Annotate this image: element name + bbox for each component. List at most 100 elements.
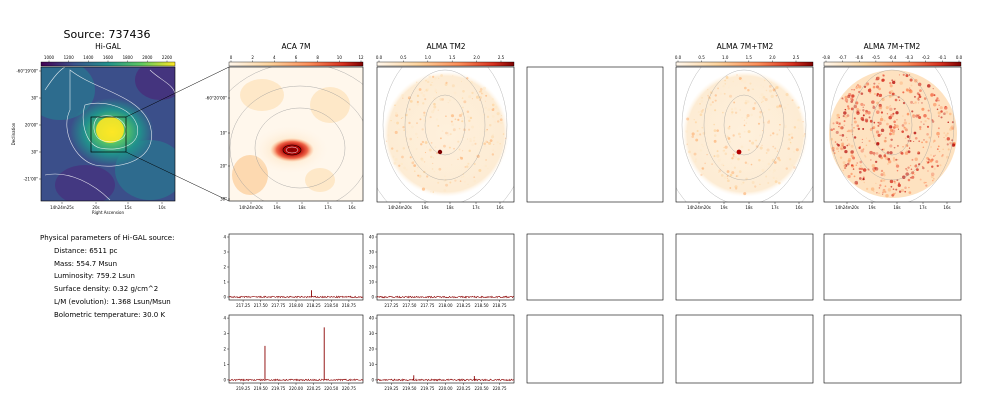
colorbar-tick-label: 1.5 [746,55,753,60]
colorbar-tick-label: 2000 [142,55,153,60]
alma-7m-tm2-title: ALMA 7M+TM2 [717,42,774,51]
colorbar-tick-label: -0.5 [872,55,880,60]
param-bolometric-temperature: Bolometric temperature: 30.0 K [54,310,166,319]
spectrum-panel: 0 10 20 30 40 217.25 217.50 217.75 218.00 218.25 2… [369,233,515,308]
x-tick-label: 220.50 [475,386,489,391]
colorbar-tick-label: -0.7 [839,55,847,60]
aca-y-ticks: -60°20'00" 10" 20" 30" [205,96,230,202]
x-tick-label: 219.50 [402,386,416,391]
aca-x-ticks: 14h24m20s 19s 18s 17s 16s [239,202,356,210]
higal-x-ticks: 14h24m25s 20s 15s 10s [50,202,166,210]
alma-7m-tm2-neg-x-ticks: 14h24m20s 19s 18s 17s 16s [835,202,951,210]
alma-7m-tm2-neg-colorbar-ticks: -0.8 -0.7 -0.6 -0.5 -0.4 -0.3 -0.2 -0.1 0.0 [822,55,963,62]
x-tick-label: 19s [720,205,727,210]
y-tick-label: 30" [31,150,38,155]
colorbar-tick-label: 0 [230,55,233,60]
higal-y-ticks: -60°19'00" 30" 20'00" 30" -21'00" [16,69,41,182]
empty-panel-r2-c4 [675,233,814,301]
x-tick-label: 218.25 [457,303,471,308]
y-tick-label: 0 [371,295,374,300]
higal-colorbar-ticks: 1000 1200 1400 1600 1800 2000 2200 [44,55,173,62]
colorbar-tick-label: 2.0 [769,55,776,60]
alma-tm2-panel: ALMA TM2 0.0 0.5 1.0 1.5 2.0 2.5 14h24m20s 19s… [376,42,515,210]
x-tick-label: 217.50 [402,303,416,308]
x-tick-label: 14h24m20s [835,205,859,210]
y-tick-label: 1 [223,362,226,367]
x-tick-label: 18s [745,205,752,210]
x-tick-label: 18s [446,205,453,210]
x-tick-label: 14h24m25s [50,205,74,210]
alma-tm2-x-ticks: 14h24m20s 19s 18s 17s 16s [388,202,504,210]
y-tick-label: 0 [223,295,226,300]
x-tick-label: 218.75 [493,303,507,308]
spectrum-panel: 0 10 20 30 40 219.25 219.50 219.75 220.00 220.25 2… [369,314,515,391]
x-tick-label: 218.25 [307,303,321,308]
y-tick-label: 30 [369,250,375,255]
x-tick-label: 18s [298,205,305,210]
alma-tm2-colorbar-ticks: 0.0 0.5 1.0 1.5 2.0 2.5 [376,55,505,62]
param-lm-ratio: L/M (evolution): 1.368 Lsun/Msun [54,297,171,306]
colorbar-tick-label: -0.6 [855,55,863,60]
aca-colorbar-ticks: 0 2 4 6 8 10 12 [230,55,364,62]
colorbar-tick-label: 10 [337,55,343,60]
colorbar-tick-label: 2200 [162,55,173,60]
colorbar-tick-label: 1.0 [722,55,729,60]
colorbar-tick-label: 4 [273,55,276,60]
x-tick-label: 218.75 [342,303,356,308]
spectrum-panel: 0 1 2 3 4 217.25 217.50 217.75 218.00 218.25 218.5… [223,233,364,308]
x-tick-label: 220.75 [493,386,507,391]
empty-panel-r3-c5 [823,314,962,384]
colorbar-tick-label: 0.5 [400,55,407,60]
spectrum-line [376,378,515,382]
colorbar-tick-label: -0.4 [889,55,897,60]
x-tick-label: 220.25 [307,386,321,391]
colorbar-tick-label: 2.5 [793,55,800,60]
x-tick-label: 219.75 [420,386,434,391]
x-tick-label: 220.75 [342,386,356,391]
colorbar-tick-label: 1.5 [449,55,456,60]
x-tick-label: 18s [893,205,900,210]
y-tick-label: 20'00" [25,123,38,128]
param-surface-density: Surface density: 0.32 g/cm^2 [54,285,159,294]
colorbar-tick-label: 1400 [83,55,94,60]
x-tick-label: 16s [795,205,802,210]
colorbar-tick-label: 12 [358,55,364,60]
x-tick-label: 17s [771,205,778,210]
y-tick-label: -60°19'00" [16,69,38,74]
param-luminosity: Luminosity: 759.2 Lsun [54,272,135,281]
empty-panel-r2-c3 [526,233,664,301]
zoom-line-bottom [125,151,230,202]
y-tick-label: 30" [31,96,38,101]
params-heading: Physical parameters of Hi-GAL source: [40,234,175,242]
spectrum-frame [228,233,364,301]
x-tick-label: 16s [496,205,503,210]
y-tick-label: 3 [223,331,226,336]
x-tick-label: 220.50 [324,386,338,391]
y-tick-label: 20" [220,164,227,169]
aca-panel: ACA 7M 0 2 4 6 8 10 12 14h24m20s 19s 18s 17s 16s -… [205,42,364,210]
y-tick-label: 40 [369,316,375,321]
x-tick-label: 17s [919,205,926,210]
alma-7m-tm2-x-ticks: 14h24m20s 19s 18s 17s 16s [687,202,803,210]
x-tick-label: 15s [124,205,131,210]
x-tick-label: 14h24m20s [687,205,711,210]
x-tick-label: 20s [92,205,99,210]
colorbar-tick-label: 2.0 [473,55,480,60]
y-tick-label: 3 [223,250,226,255]
colorbar-tick-label: 1000 [44,55,55,60]
y-tick-label: 20 [369,347,375,352]
y-tick-label: 10" [220,131,227,136]
colorbar-tick-label: 0.0 [675,55,682,60]
x-tick-label: 19s [868,205,875,210]
x-tick-label: 10s [158,205,165,210]
x-tick-label: 219.75 [271,386,285,391]
y-tick-label: 2 [223,265,226,270]
higal-colorbar [40,61,176,67]
higal-panel: Hi-GAL 1000 1200 1400 1600 1800 2000 2200 14h2… [11,42,176,215]
x-tick-label: 19s [421,205,428,210]
x-tick-label: 17s [324,205,331,210]
alma-7m-tm2-colorbar [675,61,814,67]
spectrum-frame [376,314,515,384]
